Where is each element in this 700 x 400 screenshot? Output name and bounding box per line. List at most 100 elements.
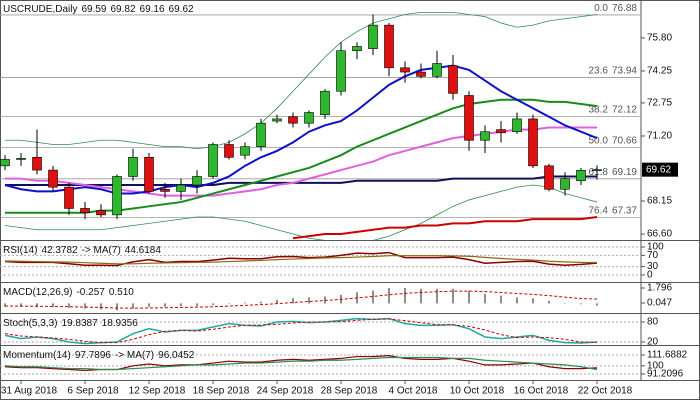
histogram-bar: [100, 303, 102, 310]
header-part: 69.59: [81, 4, 106, 15]
candle-body: [208, 144, 218, 177]
indicator-line: [4, 317, 598, 345]
histogram-bar: [148, 303, 150, 307]
indicator-line: [5, 175, 597, 187]
candle-body: [64, 186, 74, 209]
y-tick-label: 71.20: [647, 131, 672, 142]
y-tick-label: 111.6882: [647, 350, 688, 361]
panel-header: Stoch(5,3,3) 19.8387 18.9356: [3, 318, 138, 329]
indicator-line: [4, 318, 598, 344]
candle-body: [48, 169, 58, 188]
y-tick-label: 66.60: [647, 229, 672, 240]
candle-body: [304, 112, 314, 124]
histogram-bar: [292, 298, 294, 304]
y-tick-label: 74.25: [647, 66, 672, 77]
fib-price: 76.88: [612, 3, 637, 14]
y-tick-label: 72.75: [647, 98, 672, 109]
candle-body: [112, 176, 122, 216]
fib-label: 38.2 72.12: [589, 104, 638, 115]
histogram-bar: [324, 296, 326, 304]
candle-body: [144, 157, 154, 192]
x-tick-label: 6 Sep 2018: [67, 386, 119, 397]
histogram-bar: [388, 287, 390, 304]
candle-body: [384, 24, 394, 69]
y-tick-label: 70: [647, 250, 659, 261]
fib-price: 70.66: [612, 135, 637, 146]
histogram-bar: [532, 298, 534, 304]
histogram-bar: [84, 303, 86, 309]
histogram-bar: [548, 300, 550, 304]
histogram-bar: [276, 299, 278, 304]
y-tick-label: 80: [647, 317, 659, 328]
panel-header: MACD(12,26,9) -0.257 0.510: [3, 287, 134, 298]
header-part: -> MA(7): [82, 245, 121, 256]
header-part: 96.0452: [158, 350, 195, 361]
header-part: -> MA(7): [115, 350, 154, 361]
fib-price: 73.94: [612, 65, 637, 76]
header-part: 19.8387: [61, 318, 98, 329]
panel-header: USCRUDE,Daily 69.59 69.82 69.16 69.62: [3, 4, 194, 15]
fib-ratio: 76.4: [589, 205, 609, 216]
histogram-bar: [244, 302, 246, 304]
y-tick-label: 100: [647, 242, 664, 253]
fib-price: 72.12: [612, 104, 637, 115]
histogram-bar: [468, 290, 470, 304]
x-tick-label: 24 Sep 2018: [257, 386, 314, 397]
histogram-bar: [164, 303, 166, 307]
x-tick-label: 28 Sep 2018: [321, 386, 378, 397]
candle-body: [368, 24, 378, 49]
fib-label: 61.8 69.19: [589, 166, 638, 177]
fib-label: 23.6 73.94: [589, 65, 638, 76]
header-part: 44.6184: [125, 245, 162, 256]
candle-body: [96, 210, 106, 216]
y-tick-label: 20: [647, 337, 659, 348]
fib-ratio: 38.2: [589, 104, 609, 115]
histogram-bar: [404, 287, 406, 304]
histogram-bar: [260, 301, 262, 304]
indicator-line: [4, 255, 598, 265]
y-tick-label: 75.80: [647, 33, 672, 44]
y-tick-label: 0.047: [647, 298, 672, 309]
panel-header: Momentum(14) 97.7896 -> MA(7) 96.0452: [3, 350, 195, 361]
candle-body: [400, 67, 410, 73]
candle-body: [560, 178, 570, 190]
histogram-bar: [516, 297, 518, 304]
candle-body: [592, 169, 602, 171]
candle-body: [352, 46, 362, 52]
header-part: 69.62: [169, 4, 194, 15]
fib-ratio: 0.0: [594, 3, 608, 14]
candle-body: [256, 122, 266, 147]
candle-body: [160, 188, 170, 192]
candle-body: [544, 165, 554, 190]
fib-price: 67.37: [612, 205, 637, 216]
fib-price: 69.19: [612, 166, 637, 177]
header-part: 42.3782: [41, 245, 78, 256]
histogram-bar: [580, 303, 582, 305]
candle-body: [240, 146, 250, 156]
indicator-line: [4, 251, 598, 267]
y-tick-label: 68.15: [647, 196, 672, 207]
histogram-bar: [500, 295, 502, 304]
histogram-bar: [436, 288, 438, 304]
x-tick-label: 16 Oct 2018: [514, 386, 569, 397]
y-tick-label: 0: [647, 270, 653, 281]
fib-ratio: 23.6: [589, 65, 609, 76]
header-part: 18.9356: [102, 318, 139, 329]
candle-body: [528, 118, 538, 167]
y-tick-label: 100: [647, 360, 664, 371]
x-tick-label: 12 Sep 2018: [129, 386, 186, 397]
header-part: MACD(12,26,9): [3, 287, 72, 298]
y-tick-label: 91.2096: [647, 369, 684, 380]
fib-label: 0.0 76.88: [594, 3, 637, 14]
histogram-bar: [132, 303, 134, 309]
x-tick-label: 4 Oct 2018: [389, 386, 438, 397]
histogram-bar: [68, 303, 70, 308]
candle-body: [480, 131, 490, 141]
panel-header: RSI(14) 42.3782 -> MA(7) 44.6184: [3, 245, 161, 256]
histogram-bar: [116, 303, 118, 311]
histogram-bar: [180, 303, 182, 306]
candle-body: [176, 184, 186, 192]
histogram-bar: [420, 288, 422, 304]
candle-body: [80, 208, 90, 214]
indicator-line: [4, 290, 598, 309]
